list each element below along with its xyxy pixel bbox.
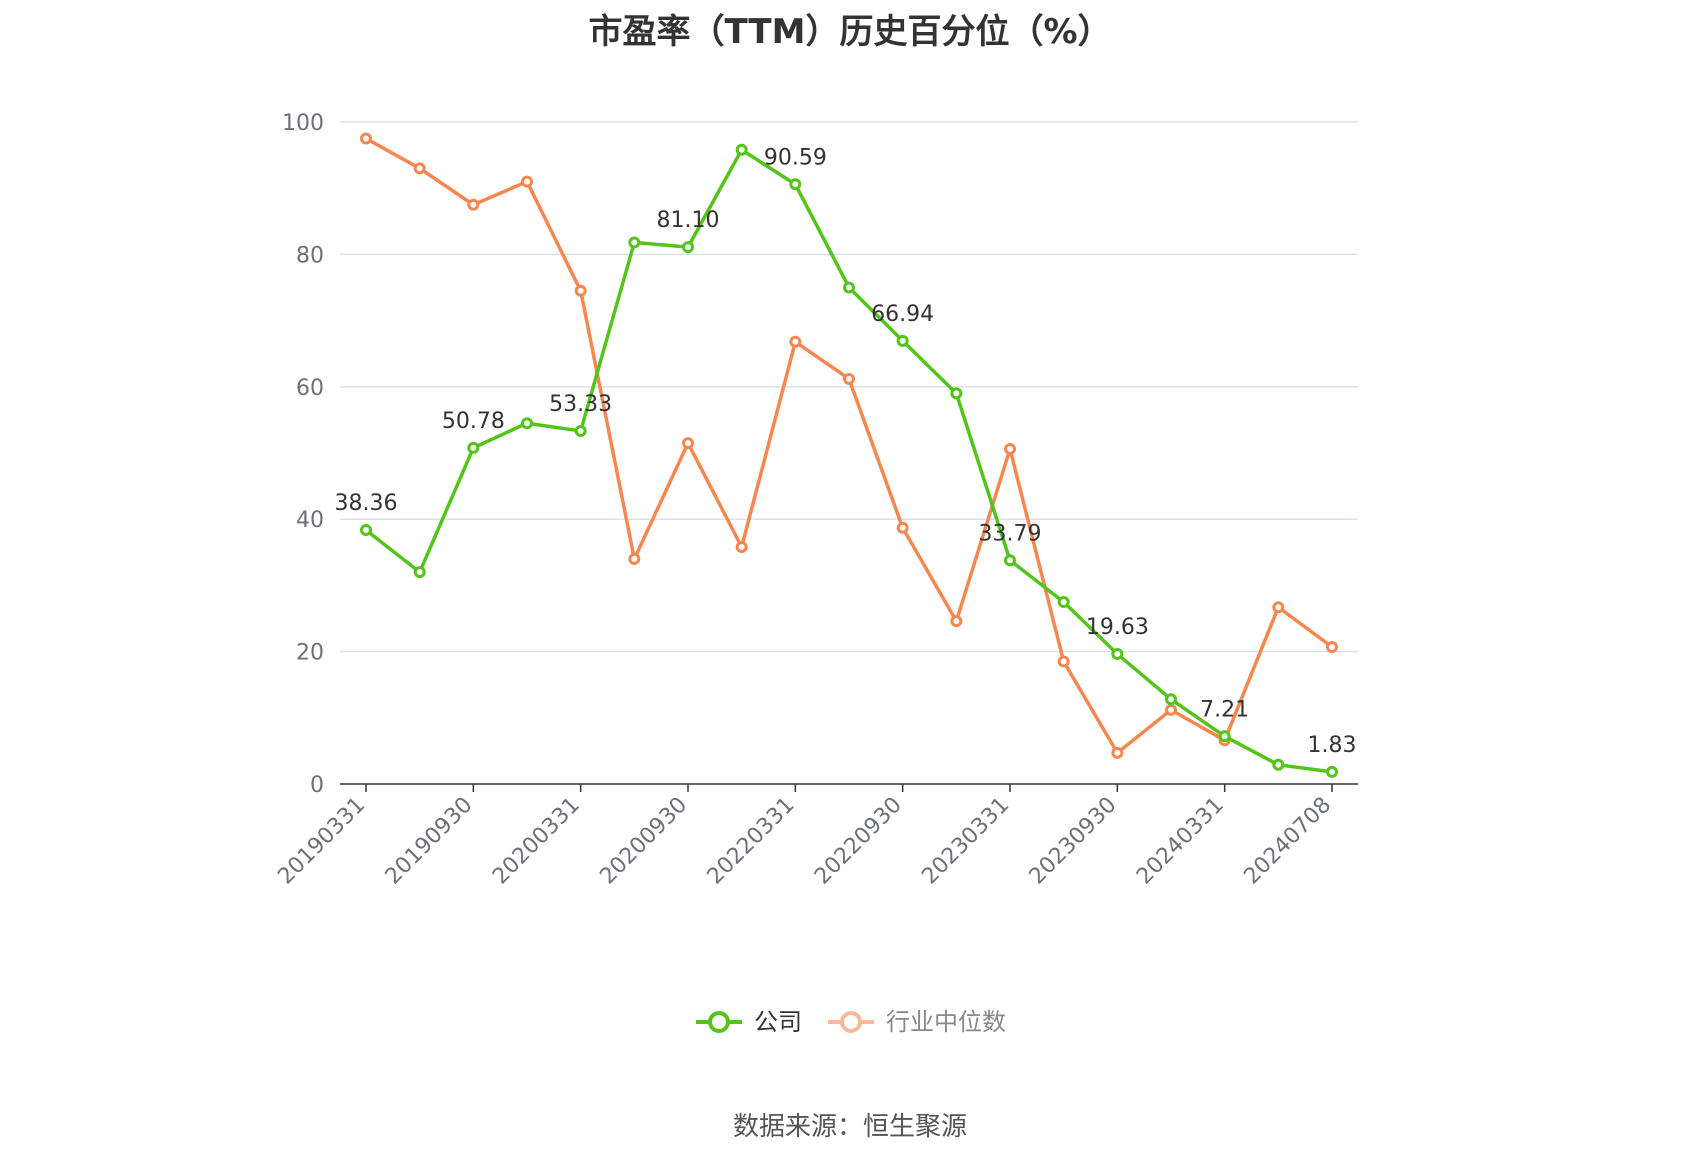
data-point-industry[interactable] [1326, 640, 1338, 653]
data-point-industry[interactable] [574, 284, 587, 297]
data-point-industry[interactable] [843, 372, 855, 385]
series-lines [360, 132, 1338, 778]
data-point-industry[interactable] [1004, 443, 1016, 456]
data-label: 19.63 [1086, 615, 1149, 640]
legend-label-industry: 行业中位数 [886, 1008, 1006, 1036]
data-point-company[interactable] [467, 441, 480, 454]
legend-label-company: 公司 [754, 1008, 802, 1036]
data-point-company[interactable] [628, 236, 641, 249]
data-point-industry[interactable] [628, 552, 641, 565]
data-label: 90.59 [764, 145, 827, 170]
data-point-industry[interactable] [1272, 601, 1285, 614]
data-label: 66.94 [871, 302, 934, 327]
data-labels: 38.36 50.78 53.33 81.10 90.59 66.94 33.79 19.63… [335, 145, 1357, 758]
data-point-company[interactable] [1218, 730, 1231, 743]
legend-item-industry[interactable]: 行业中位数 [826, 1008, 1006, 1036]
data-point-company[interactable] [360, 524, 372, 537]
data-point-company[interactable] [735, 143, 748, 156]
data-point-industry[interactable] [1057, 655, 1070, 668]
x-tick-label: 20240331 [1132, 793, 1229, 890]
data-point-company[interactable] [1111, 648, 1124, 661]
data-point-industry[interactable] [1111, 746, 1124, 759]
data-label: 7.21 [1200, 697, 1249, 722]
chart-title: 市盈率（TTM）历史百分位（%） [588, 12, 1112, 52]
x-tick-label: 20200930 [595, 793, 692, 890]
data-point-company[interactable] [1326, 765, 1338, 778]
y-tick-label: 60 [296, 376, 324, 401]
y-tick-label: 80 [296, 243, 324, 268]
series-line-industry [365, 137, 1334, 755]
legend-item-company[interactable]: 公司 [694, 1008, 802, 1036]
data-point-company[interactable] [682, 241, 694, 254]
data-label: 33.79 [979, 521, 1042, 546]
data-label: 81.10 [657, 208, 720, 233]
data-point-industry[interactable] [467, 198, 480, 211]
x-tick-label: 20230331 [917, 793, 1014, 890]
data-point-industry[interactable] [789, 335, 802, 348]
data-label: 1.83 [1308, 733, 1357, 758]
legend-industry-icon [828, 1011, 874, 1033]
data-point-company[interactable] [1057, 595, 1070, 608]
data-point-company[interactable] [413, 566, 426, 579]
data-point-industry[interactable] [735, 541, 748, 554]
legend-company-icon [696, 1011, 742, 1033]
data-point-industry[interactable] [1165, 703, 1177, 716]
data-source: 数据来源：恒生聚源 [732, 1112, 967, 1142]
axes: 0 20 40 60 80 100 20190331 20190930 20200331 2020… [273, 111, 1358, 889]
grid-lines [340, 121, 1358, 653]
x-tick-label: 20190331 [273, 793, 370, 890]
data-point-industry[interactable] [521, 175, 533, 188]
y-tick-label: 0 [310, 773, 324, 798]
x-tick-label: 20190930 [381, 793, 478, 890]
y-tick-label: 100 [282, 111, 324, 136]
x-tick-label: 20240708 [1239, 793, 1336, 890]
series-line-company [364, 148, 1333, 774]
x-tick-label: 20230930 [1025, 793, 1122, 890]
data-label: 53.33 [549, 392, 612, 417]
data-point-company[interactable] [574, 424, 587, 437]
data-label: 50.78 [442, 409, 505, 434]
data-point-company[interactable] [1272, 758, 1285, 771]
data-point-company[interactable] [843, 281, 855, 294]
data-point-company[interactable] [1165, 693, 1177, 706]
data-point-industry[interactable] [896, 521, 909, 534]
x-tick-label: 20220930 [810, 793, 907, 890]
data-point-company[interactable] [896, 334, 909, 347]
data-point-industry[interactable] [682, 437, 694, 450]
y-tick-label: 40 [296, 508, 324, 533]
y-tick-label: 20 [296, 641, 324, 666]
data-point-company[interactable] [1004, 554, 1016, 567]
data-point-company[interactable] [789, 178, 802, 191]
data-point-industry[interactable] [360, 132, 372, 145]
data-point-industry[interactable] [413, 162, 426, 175]
data-point-company[interactable] [950, 387, 963, 400]
data-point-company[interactable] [521, 417, 533, 430]
data-label: 38.36 [335, 491, 398, 516]
x-tick-label: 20200331 [488, 793, 585, 890]
data-point-industry[interactable] [950, 615, 963, 628]
x-tick-label: 20220331 [703, 793, 800, 890]
legend: 公司 行业中位数 [0, 1008, 1700, 1036]
